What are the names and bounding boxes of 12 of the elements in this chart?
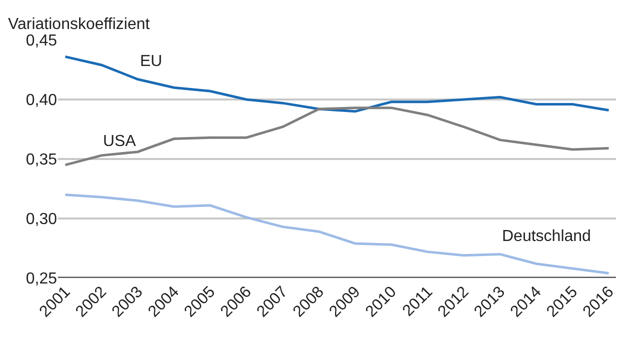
line-series — [64, 106, 610, 166]
y-tick-label: 0,40 — [26, 92, 58, 110]
y-tick-label: 0,35 — [26, 152, 58, 169]
line-series — [64, 193, 610, 274]
y-axis-title: Variationskoeffizient — [8, 16, 150, 33]
y-tick-label: 0,25 — [26, 270, 58, 288]
series-label: USA — [103, 133, 136, 150]
y-tick-label: 0,45 — [26, 32, 58, 50]
line-series — [64, 55, 610, 113]
series-label: EU — [140, 53, 162, 70]
series-label: Deutschland — [502, 228, 591, 245]
y-tick-label: 0,30 — [26, 211, 58, 228]
